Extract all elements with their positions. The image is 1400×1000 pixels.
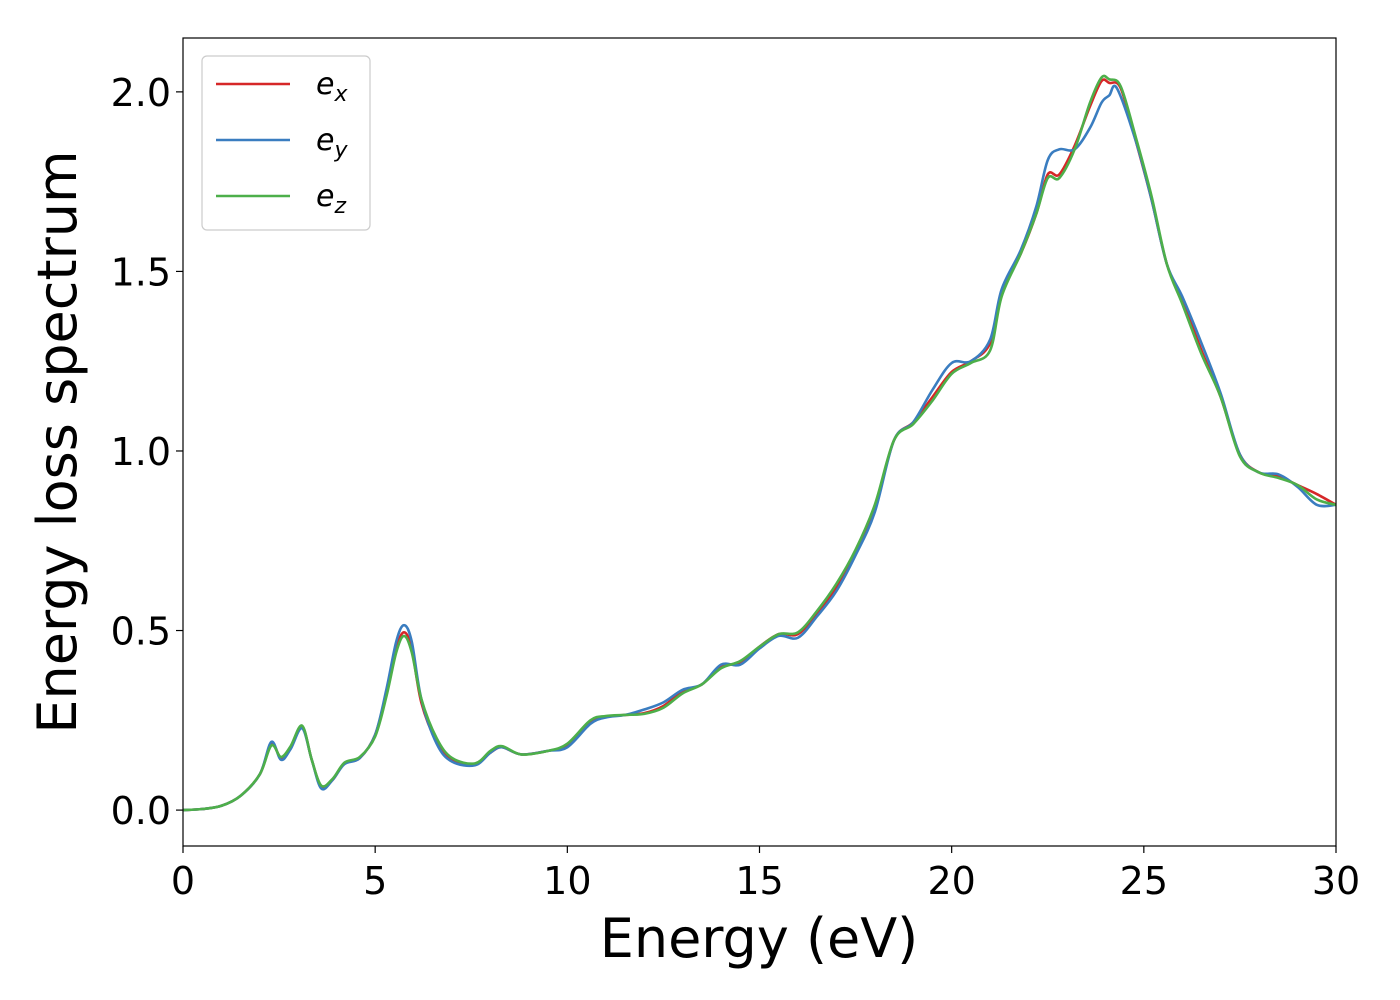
legend-label: ex xyxy=(316,67,348,107)
y-tick-label: 1.5 xyxy=(111,250,171,294)
x-tick-label: 30 xyxy=(1312,859,1360,903)
series-line-ez xyxy=(182,74,1337,812)
legend-label-base: e xyxy=(316,67,334,102)
legend-label: ey xyxy=(316,123,348,163)
x-axis-title: Energy (eV) xyxy=(600,907,919,970)
x-tick-label: 0 xyxy=(171,859,195,903)
legend-label-subscript: z xyxy=(333,194,346,219)
y-tick-label: 0.5 xyxy=(111,610,171,654)
legend-label-subscript: y xyxy=(333,138,348,163)
y-axis-ticks: 0.0 0.5 1.0 1.5 2.0 xyxy=(111,71,183,833)
x-axis-ticks: 0 5 10 15 20 25 30 xyxy=(171,846,1360,903)
legend-label-base: e xyxy=(316,179,334,214)
x-tick-label: 15 xyxy=(735,859,783,903)
legend-label: ez xyxy=(316,179,346,219)
x-tick-label: 20 xyxy=(927,859,975,903)
y-axis-title: Energy loss spectrum xyxy=(26,150,89,733)
x-tick-label: 5 xyxy=(363,859,387,903)
legend-label-subscript: x xyxy=(333,82,348,107)
y-tick-label: 1.0 xyxy=(111,430,171,474)
y-tick-label: 0.0 xyxy=(111,789,171,833)
series-layer xyxy=(182,74,1337,812)
legend-label-base: e xyxy=(316,123,334,158)
x-tick-label: 25 xyxy=(1120,859,1168,903)
y-tick-label: 2.0 xyxy=(111,71,171,115)
legend-box xyxy=(201,55,371,231)
x-tick-label: 10 xyxy=(543,859,591,903)
